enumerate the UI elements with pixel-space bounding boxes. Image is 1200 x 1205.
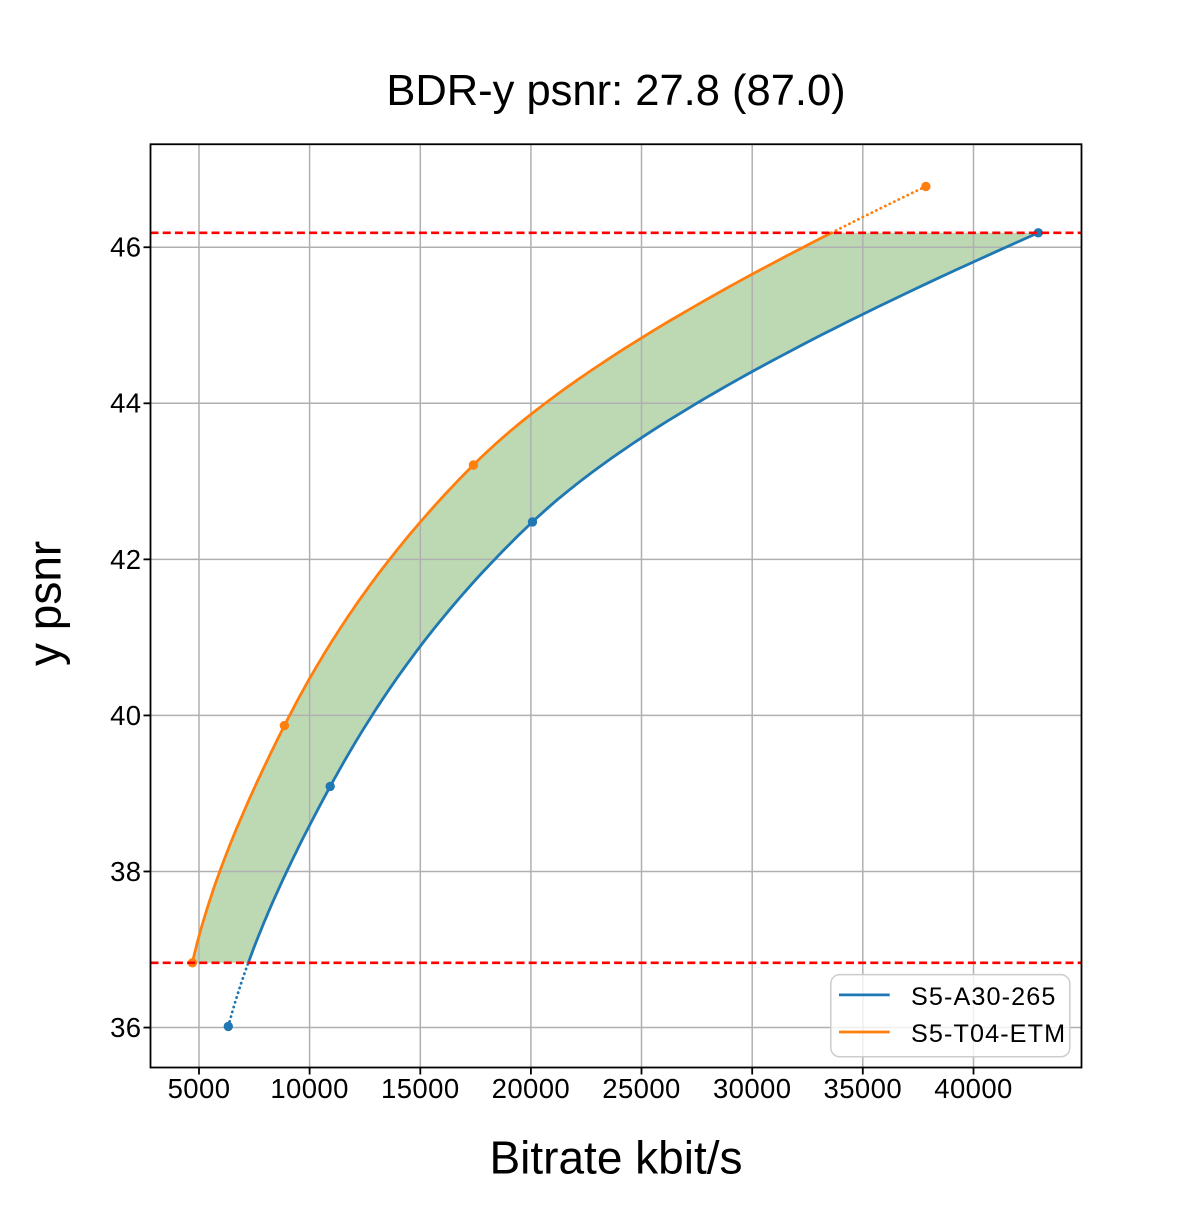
- svg-text:y psnr: y psnr: [19, 541, 71, 666]
- svg-text:35000: 35000: [824, 1073, 902, 1104]
- svg-text:25000: 25000: [602, 1073, 680, 1104]
- svg-text:20000: 20000: [492, 1073, 570, 1104]
- svg-text:40000: 40000: [934, 1073, 1012, 1104]
- svg-text:36: 36: [110, 1012, 141, 1043]
- svg-text:10000: 10000: [270, 1073, 348, 1104]
- svg-text:30000: 30000: [713, 1073, 791, 1104]
- svg-text:BDR-y psnr: 27.8 (87.0): BDR-y psnr: 27.8 (87.0): [386, 67, 845, 115]
- svg-text:S5-A30-265: S5-A30-265: [911, 983, 1056, 1011]
- svg-text:40: 40: [110, 700, 141, 731]
- svg-text:46: 46: [110, 232, 141, 263]
- svg-text:15000: 15000: [381, 1073, 459, 1104]
- svg-text:S5-T04-ETM: S5-T04-ETM: [911, 1020, 1066, 1048]
- svg-text:44: 44: [110, 388, 141, 419]
- svg-text:Bitrate kbit/s: Bitrate kbit/s: [489, 1131, 742, 1183]
- svg-text:42: 42: [110, 544, 141, 575]
- svg-text:38: 38: [110, 856, 141, 887]
- svg-text:5000: 5000: [168, 1073, 231, 1104]
